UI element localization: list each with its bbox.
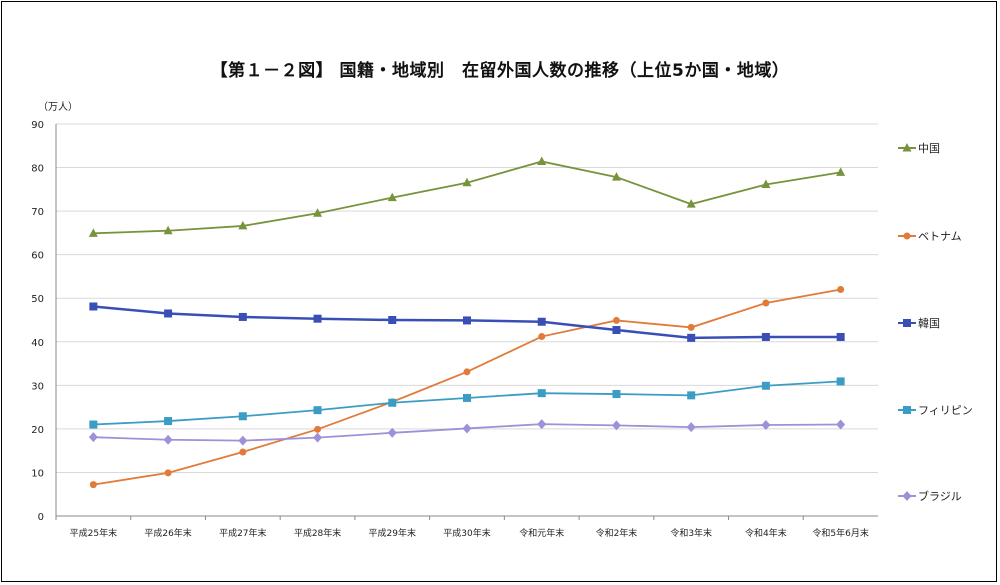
- data-point: [387, 427, 397, 438]
- legend-label: ブラジル: [918, 489, 962, 503]
- data-point: [836, 377, 845, 386]
- x-tick-label: 平成25年末: [70, 527, 117, 539]
- data-point: [387, 192, 397, 202]
- data-point: [313, 208, 323, 217]
- data-point: [612, 326, 621, 335]
- x-tick-label: 令和5年6月末: [812, 527, 868, 539]
- data-point: [836, 167, 846, 176]
- y-tick-label: 90: [31, 120, 44, 131]
- y-tick-label: 80: [31, 164, 44, 175]
- data-point: [761, 381, 770, 390]
- y-tick-label: 30: [31, 381, 44, 392]
- data-point: [238, 220, 248, 230]
- data-point: [761, 332, 770, 341]
- y-tick-label: 40: [31, 338, 44, 349]
- chart-title: 【第１－２図】 国籍・地域別 在留外国人数の推移（上位5か国・地域）: [210, 61, 790, 81]
- data-point: [537, 419, 547, 430]
- data-point: [463, 316, 471, 325]
- data-point: [164, 309, 173, 318]
- data-point: [88, 432, 98, 443]
- legend-label: 韓国: [918, 317, 940, 330]
- x-tick-label: 平成26年末: [144, 527, 191, 539]
- legend-marker: [903, 319, 911, 327]
- series-line: [93, 380, 841, 426]
- data-point: [462, 423, 472, 434]
- x-tick-label: 平成29年末: [369, 527, 416, 539]
- data-point: [836, 419, 846, 430]
- legend-marker: [902, 143, 912, 152]
- y-tick-label: 70: [31, 207, 44, 218]
- data-point: [612, 390, 621, 399]
- data-point: [463, 368, 471, 376]
- data-point: [836, 332, 845, 341]
- x-tick-label: 令和3年末: [670, 527, 712, 539]
- data-point: [686, 199, 696, 208]
- data-point: [88, 228, 98, 237]
- y-tick-label: 0: [38, 512, 44, 523]
- series-line: [93, 160, 841, 235]
- data-point: [164, 469, 172, 477]
- data-point: [462, 177, 472, 187]
- legend-label: フィリピン: [918, 404, 973, 417]
- y-axis-unit-label: （万人）: [38, 102, 78, 113]
- data-point: [89, 420, 98, 429]
- data-point: [238, 435, 248, 446]
- data-point: [687, 333, 696, 342]
- data-point: [463, 393, 471, 402]
- x-tick-label: 平成28年末: [294, 527, 341, 539]
- x-tick-label: 平成27年末: [219, 527, 266, 539]
- data-point: [611, 172, 621, 181]
- data-point: [686, 422, 696, 433]
- x-tick-label: 令和4年末: [745, 527, 787, 539]
- data-point: [612, 316, 620, 324]
- data-point: [238, 312, 247, 321]
- data-point: [388, 316, 397, 324]
- y-tick-label: 60: [31, 251, 44, 262]
- x-tick-label: 令和2年末: [596, 527, 638, 539]
- data-point: [313, 314, 322, 323]
- data-point: [537, 389, 546, 398]
- data-point: [89, 481, 97, 489]
- legend-marker: [903, 232, 911, 240]
- data-point: [687, 323, 695, 331]
- y-tick-label: 20: [31, 425, 44, 436]
- data-point: [762, 299, 770, 307]
- y-tick-label: 50: [31, 294, 44, 305]
- data-point: [164, 417, 173, 426]
- y-tick-label: 10: [31, 468, 44, 479]
- data-point: [537, 317, 546, 326]
- legend-label: 中国: [918, 142, 940, 155]
- legend-label: ベトナム: [918, 230, 962, 243]
- data-point: [537, 156, 547, 165]
- data-point: [538, 333, 546, 341]
- data-point: [388, 398, 397, 407]
- data-point: [163, 434, 173, 445]
- data-point: [313, 406, 322, 415]
- data-point: [89, 302, 98, 311]
- data-point: [238, 412, 247, 421]
- legend-marker: [902, 491, 912, 501]
- x-tick-label: 平成30年末: [443, 527, 490, 539]
- x-tick-label: 令和元年末: [519, 527, 564, 539]
- data-point: [163, 225, 173, 235]
- data-point: [239, 448, 247, 456]
- data-point: [611, 420, 621, 431]
- legend-marker: [903, 406, 911, 414]
- data-point: [313, 432, 323, 443]
- data-point: [837, 286, 845, 294]
- data-point: [761, 179, 771, 189]
- data-point: [687, 391, 696, 400]
- data-point: [761, 419, 771, 430]
- data-point: [314, 425, 322, 433]
